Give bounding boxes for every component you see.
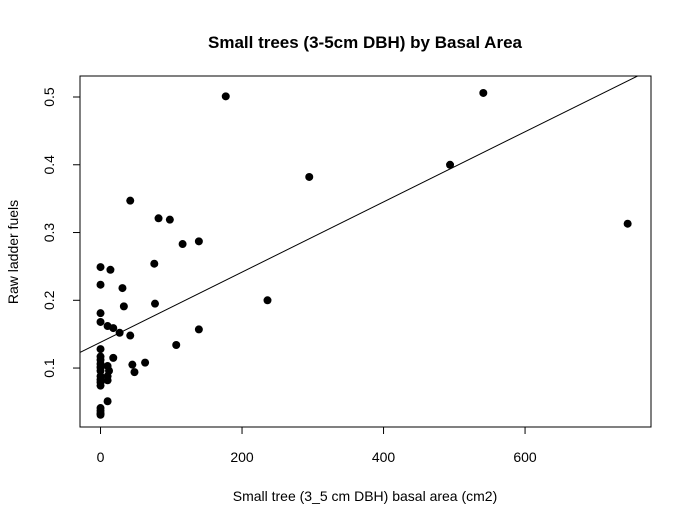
data-point-32 [128, 360, 137, 369]
y-tick-label-2: 0.3 [41, 223, 57, 243]
x-tick-label-2: 400 [372, 449, 396, 465]
y-tick-label-0: 0.1 [41, 358, 57, 378]
x-tick-label-1: 200 [230, 449, 254, 465]
y-axis-label: Raw ladder fuels [5, 200, 21, 304]
data-point-34 [141, 358, 150, 367]
data-point-23 [105, 366, 114, 375]
x-tick-label-3: 600 [513, 449, 537, 465]
data-point-40 [178, 240, 187, 249]
data-point-44 [263, 296, 272, 305]
y-tick-label-3: 0.4 [41, 155, 57, 175]
data-point-35 [150, 259, 159, 268]
data-point-17 [96, 410, 105, 419]
data-point-47 [479, 88, 488, 97]
data-point-24 [106, 265, 115, 274]
data-point-13 [96, 381, 105, 390]
data-point-4 [96, 345, 105, 354]
chart-title: Small trees (3-5cm DBH) by Basal Area [208, 33, 523, 52]
data-point-38 [165, 215, 174, 224]
data-point-1 [96, 280, 105, 289]
data-point-37 [154, 214, 163, 223]
data-point-26 [109, 353, 118, 362]
data-point-0 [96, 263, 105, 272]
data-point-45 [305, 172, 314, 181]
data-point-42 [194, 325, 203, 334]
data-point-39 [172, 341, 181, 350]
data-points-layer [96, 88, 632, 419]
data-point-29 [119, 302, 128, 311]
data-point-22 [103, 397, 112, 406]
data-point-3 [96, 317, 105, 326]
plot-frame [79, 75, 652, 428]
y-tick-label-1: 0.2 [41, 290, 57, 310]
data-point-28 [118, 284, 127, 293]
data-point-41 [194, 237, 203, 246]
x-axis-label: Small tree (3_5 cm DBH) basal area (cm2) [233, 488, 498, 504]
data-point-48 [623, 219, 632, 228]
data-point-30 [126, 196, 135, 205]
regression-line-layer [80, 76, 638, 353]
x-axis: 0 200 400 600 [97, 426, 537, 465]
y-tick-label-4: 0.5 [41, 87, 57, 107]
data-point-2 [96, 309, 105, 318]
data-point-27 [115, 328, 124, 337]
data-point-43 [221, 92, 230, 101]
x-tick-label-0: 0 [97, 449, 105, 465]
data-point-31 [126, 331, 135, 340]
y-axis: 0.1 0.2 0.3 0.4 0.5 [41, 87, 81, 378]
data-point-25 [109, 324, 118, 333]
data-point-36 [151, 299, 159, 308]
regression-line [80, 76, 638, 353]
data-point-46 [446, 160, 455, 169]
data-point-33 [130, 368, 139, 377]
data-point-21 [103, 376, 112, 385]
